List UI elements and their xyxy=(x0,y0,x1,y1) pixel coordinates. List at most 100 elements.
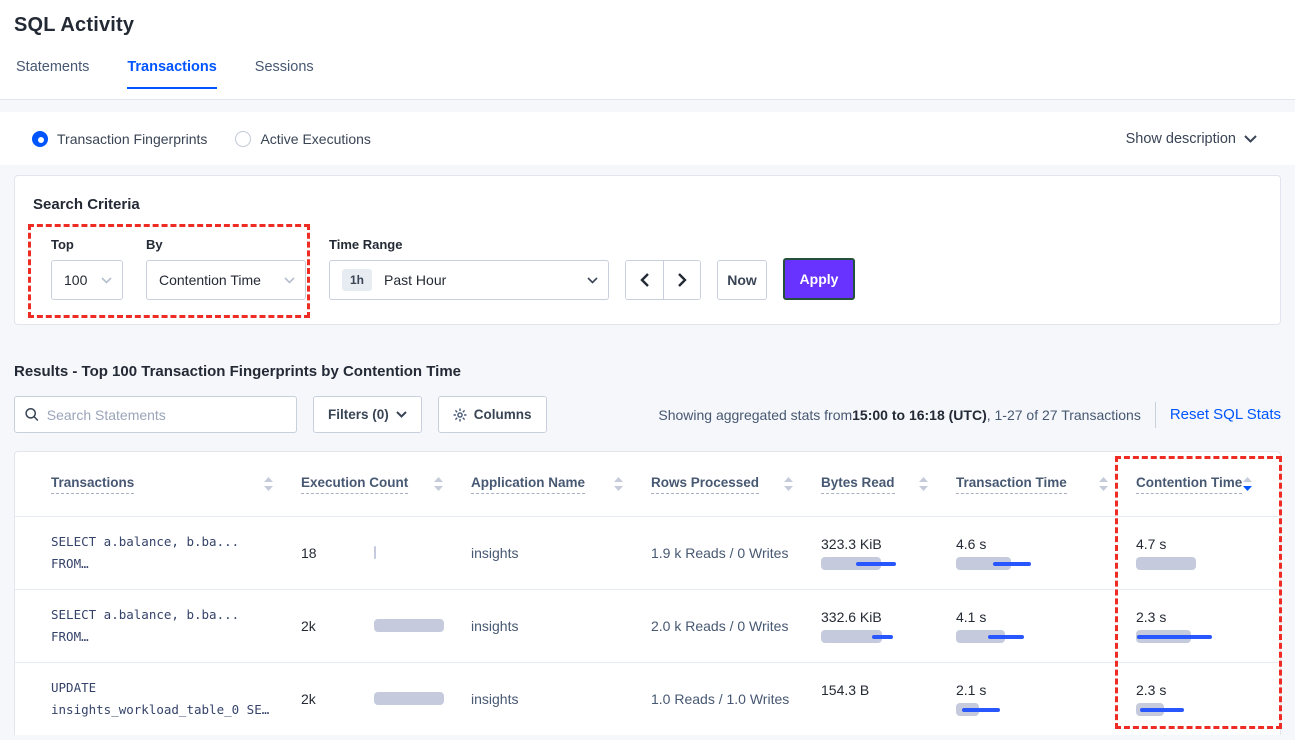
column-header-bytes-read[interactable]: Bytes Read xyxy=(821,475,956,494)
top-select[interactable]: 100 xyxy=(51,260,123,300)
apply-button[interactable]: Apply xyxy=(783,258,855,300)
view-toggle-band: Transaction Fingerprints Active Executio… xyxy=(0,112,1295,165)
chevron-left-icon xyxy=(640,273,649,287)
sql-line-1: UPDATE xyxy=(51,680,97,696)
by-select-value: Contention Time xyxy=(159,272,261,288)
reset-sql-stats-link[interactable]: Reset SQL Stats xyxy=(1169,406,1281,423)
show-description-toggle[interactable]: Show description xyxy=(1126,131,1257,147)
bytes-read-value: 154.3 B xyxy=(821,681,870,698)
chevron-down-icon xyxy=(1244,134,1257,143)
column-header-label: Execution Count xyxy=(301,475,409,494)
radio-unselected-icon[interactable] xyxy=(235,130,252,147)
search-icon xyxy=(25,407,39,421)
transaction-time-cell: 2.1 s xyxy=(956,682,1136,717)
transaction-time-bar xyxy=(956,629,1096,644)
bytes-read-bar xyxy=(821,703,961,717)
top-label: Top xyxy=(51,237,74,252)
top-field: Top 100 xyxy=(51,237,123,300)
bytes-read-value: 332.6 KiB xyxy=(821,608,882,625)
results-heading: Results - Top 100 Transaction Fingerprin… xyxy=(14,363,462,380)
transaction-time-bar xyxy=(956,556,1096,571)
execution-count-value: 2k xyxy=(301,691,316,707)
execution-count-cell: 18 xyxy=(301,545,471,561)
tab-bar: Statements Transactions Sessions xyxy=(14,59,1295,89)
transaction-time-value: 4.1 s xyxy=(956,608,987,625)
filters-button-label: Filters (0) xyxy=(328,407,389,422)
search-statements-box xyxy=(14,396,297,433)
sort-desc-active-icon[interactable] xyxy=(1243,476,1252,492)
time-range-next-button[interactable] xyxy=(663,261,700,299)
chevron-right-icon xyxy=(677,273,687,287)
tab-statements[interactable]: Statements xyxy=(16,59,90,75)
page-title: SQL Activity xyxy=(14,14,135,36)
bytes-read-bar xyxy=(821,629,961,644)
time-range-stepper xyxy=(625,260,701,300)
execution-count-bar xyxy=(374,546,449,560)
column-header-rows-processed[interactable]: Rows Processed xyxy=(651,475,821,494)
transaction-time-value: 4.6 s xyxy=(956,535,987,552)
time-range-select[interactable]: 1h Past Hour xyxy=(329,260,609,300)
execution-count-value: 2k xyxy=(301,618,316,634)
results-controls: Filters (0) Columns Showing aggregated s… xyxy=(14,396,1281,433)
radio-active-executions[interactable]: Active Executions xyxy=(235,130,371,147)
search-criteria-fields: Top 100 By Contention Time Time Range 1h… xyxy=(33,237,1262,300)
application-name-value: insights xyxy=(471,618,519,634)
contention-time-cell: 2.3 s xyxy=(1136,682,1280,717)
gear-icon xyxy=(453,408,467,421)
column-header-label: Transactions xyxy=(51,475,135,494)
column-header-transactions[interactable]: Transactions xyxy=(51,475,301,494)
sql-line-2: FROM… xyxy=(51,629,89,644)
sort-icon[interactable] xyxy=(434,476,443,492)
stats-divider xyxy=(1154,401,1156,428)
tab-transactions[interactable]: Transactions xyxy=(127,59,217,89)
application-name-value: insights xyxy=(471,691,519,707)
filters-button[interactable]: Filters (0) xyxy=(313,396,422,433)
contention-time-value: 2.3 s xyxy=(1136,608,1167,625)
chevron-down-icon xyxy=(587,276,598,284)
sort-icon[interactable] xyxy=(784,476,793,492)
sort-icon[interactable] xyxy=(1099,476,1108,492)
table-row: SELECT a.balance, b.ba... FROM… 18 insig… xyxy=(15,516,1280,589)
chevron-down-icon xyxy=(284,276,295,284)
contention-time-bar xyxy=(1136,702,1276,717)
column-header-execution-count[interactable]: Execution Count xyxy=(301,475,471,494)
radio-selected-icon[interactable] xyxy=(32,130,48,147)
time-range-prev-button[interactable] xyxy=(626,261,663,299)
tab-sessions[interactable]: Sessions xyxy=(254,59,314,75)
radio-transaction-fingerprints[interactable]: Transaction Fingerprints xyxy=(32,130,207,147)
transaction-time-cell: 4.6 s xyxy=(956,536,1136,571)
transaction-fingerprint-link[interactable]: SELECT a.balance, b.ba... FROM… xyxy=(51,531,301,575)
column-header-contention-time-sorted[interactable]: Contention Time xyxy=(1136,475,1280,494)
bytes-read-cell: 154.3 B xyxy=(821,682,956,717)
table-row: UPDATE insights_workload_table_0 SE… 2k … xyxy=(15,662,1280,735)
contention-time-bar xyxy=(1136,629,1276,644)
column-header-transaction-time[interactable]: Transaction Time xyxy=(956,475,1136,494)
execution-count-bar xyxy=(374,692,449,706)
rows-processed-value: 2.0 k Reads / 0 Writes xyxy=(651,618,789,634)
transaction-fingerprint-link[interactable]: SELECT a.balance, b.ba... FROM… xyxy=(51,604,301,648)
sort-icon[interactable] xyxy=(264,476,273,492)
stats-suffix: , 1-27 of 27 Transactions xyxy=(986,406,1141,423)
by-select[interactable]: Contention Time xyxy=(146,260,306,300)
execution-count-cell: 2k xyxy=(301,618,471,634)
now-button[interactable]: Now xyxy=(717,260,767,300)
execution-count-bar xyxy=(374,619,449,633)
sort-icon[interactable] xyxy=(919,476,928,492)
transaction-time-value: 2.1 s xyxy=(956,681,987,698)
aggregated-stats-text: Showing aggregated stats from 15:00 to 1… xyxy=(658,407,1140,423)
time-range-value: Past Hour xyxy=(384,272,447,288)
search-statements-input[interactable] xyxy=(46,406,286,423)
column-header-label: Rows Processed xyxy=(651,475,760,494)
rows-processed-value: 1.0 Reads / 1.0 Writes xyxy=(651,691,790,707)
sql-line-1: SELECT a.balance, b.ba... xyxy=(51,534,240,550)
column-header-application-name[interactable]: Application Name xyxy=(471,475,651,494)
stats-time-range: 15:00 to 16:18 (UTC) xyxy=(852,406,987,423)
transactions-table: Transactions Execution Count Application… xyxy=(14,451,1281,735)
columns-button-label: Columns xyxy=(473,407,532,422)
page-header: SQL Activity Statements Transactions Ses… xyxy=(0,0,1295,100)
sort-icon[interactable] xyxy=(614,476,623,492)
time-range-label: Time Range xyxy=(329,237,403,252)
transaction-fingerprint-link[interactable]: UPDATE insights_workload_table_0 SE… xyxy=(51,677,301,721)
columns-button[interactable]: Columns xyxy=(437,396,547,433)
column-header-label: Transaction Time xyxy=(956,475,1067,494)
